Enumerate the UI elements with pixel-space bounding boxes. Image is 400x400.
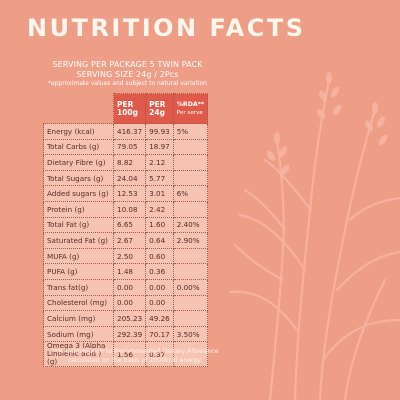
nutrient-name: PUFA (g) [43,263,114,280]
nutrient-name: Dietary Fibre (g) [43,154,114,171]
value-per-100g: 205.23 [112,310,147,327]
nutrient-name: MUFA (g) [43,247,114,265]
table-row: Calcium (mg) 205.23 49.26 [43,310,209,327]
page-title: NUTRITION FACTS [27,14,306,42]
value-per-100g: 79.05 [112,138,147,156]
table-row: Total Fat (g) 6.65 1.60 2.40% [43,216,209,234]
nutrient-name: Saturated Fat (g) [43,232,114,249]
nutrient-name: Trans fat(g) [43,278,114,296]
nutrient-name: Calcium (mg) [43,310,114,327]
nutrient-name: Added sugars (g) [43,185,114,202]
value-per-100g: 292.39 [112,325,147,343]
nutrient-name: Total Sugars (g) [43,169,114,187]
value-per-100g: 2.50 [112,247,147,265]
header-per-24g: PER 24g [145,93,174,124]
value-rda [172,294,209,312]
approximation-note: *approximate values and subject to natur… [48,80,207,87]
value-rda: 2.40% [172,216,209,234]
value-per-100g: 1.56 [112,341,147,368]
servings-per-package: SERVING PER PACKAGE 5 TWIN PACK [52,60,203,69]
table-row: Cholesterol (mg) 0.00 0.00 [43,294,209,312]
value-rda: 3.50% [172,325,209,343]
table-row: Energy (kcal) 416.37 99.93 5% [43,123,209,140]
value-per-24g: 2.12 [145,154,174,171]
serving-size: SERVING SIZE 24g / 2Pcs [76,70,179,79]
header-per-100g: PER 100g [112,93,147,124]
value-per-100g: 1.48 [112,263,147,280]
value-rda [172,247,209,265]
value-rda [172,200,209,218]
table-row: Dietary Fibre (g) 8.82 2.12 [43,154,209,171]
value-per-100g: 0.00 [112,294,147,312]
header-rda: %RDA** Per serve [172,93,209,124]
value-per-100g: 2.67 [112,232,147,249]
value-per-24g: 0.60 [145,247,174,265]
value-rda: 5% [172,123,209,140]
table-row: Total Carbs (g) 79.05 18.97 [43,138,209,156]
header-blank [43,93,114,124]
value-per-24g: 70.17 [145,325,174,343]
table-header-row: PER 100g PER 24g %RDA** Per serve [43,93,209,124]
value-per-24g: 3.01 [145,185,174,202]
value-rda [172,154,209,171]
value-per-100g: 10.08 [112,200,147,218]
value-rda [172,169,209,187]
value-rda [172,263,209,280]
value-per-24g: 1.60 [145,216,174,234]
table-row: Saturated Fat (g) 2.67 0.64 2.90% [43,232,209,249]
table-row: Total Sugars (g) 24.04 5.77 [43,169,209,187]
nutrition-table: PER 100g PER 24g %RDA** Per serve Energy (k… [43,93,209,368]
value-per-24g: 49.26 [145,310,174,327]
nutrient-name: Sodium (mg) [43,325,114,343]
value-rda: 6% [172,185,209,202]
plant-illustration [228,72,400,400]
nutrient-name: Energy (kcal) [43,123,114,140]
serving-info: SERVING PER PACKAGE 5 TWIN PACK SERVING … [0,60,255,88]
value-per-100g: 416.37 [112,123,147,140]
value-per-24g: 0.37 [145,341,174,368]
value-rda [172,138,209,156]
value-per-24g: 0.64 [145,232,174,249]
table-row: MUFA (g) 2.50 0.60 [43,247,209,265]
nutrient-name: Protein (g) [43,200,114,218]
value-per-24g: 0.36 [145,263,174,280]
table-row: Trans fat(g) 0.00 0.00 0.00% [43,278,209,296]
table-row: Omega 3 (Alpha Linolenic acid )(g) 1.56 0.… [43,341,209,368]
value-per-100g: 24.04 [112,169,147,187]
value-per-24g: 0.00 [145,294,174,312]
nutrient-name: Total Carbs (g) [43,138,114,156]
value-rda [172,341,209,368]
nutrient-name: Cholesterol (mg) [43,294,114,312]
value-per-24g: 0.00 [145,278,174,296]
value-rda [172,310,209,327]
value-per-24g: 2.42 [145,200,174,218]
nutrient-name: Total Fat (g) [43,216,114,234]
table-row: Added sugars (g) 12.53 3.01 6% [43,185,209,202]
value-per-24g: 99.93 [145,123,174,140]
value-per-100g: 12.53 [112,185,147,202]
table-row: Sodium (mg) 292.39 70.17 3.50% [43,325,209,343]
value-per-100g: 6.65 [112,216,147,234]
value-per-24g: 18.97 [145,138,174,156]
value-per-100g: 0.00 [112,278,147,296]
value-per-100g: 8.82 [112,154,147,171]
value-rda: 2.90% [172,232,209,249]
value-per-24g: 5.77 [145,169,174,187]
table-row: PUFA (g) 1.48 0.36 [43,263,209,280]
table-row: Protein (g) 10.08 2.42 [43,200,209,218]
footnote: **% Contribution to Recommended Dietary … [51,348,219,364]
value-rda: 0.00% [172,278,209,296]
